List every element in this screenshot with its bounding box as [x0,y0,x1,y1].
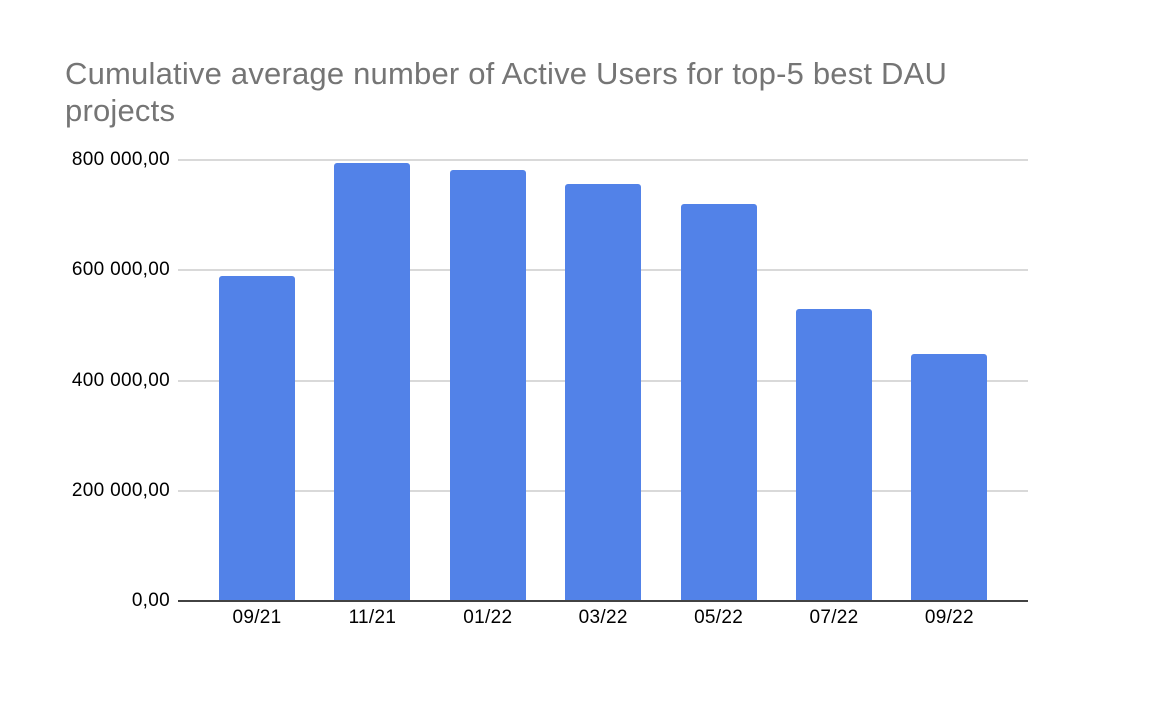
x-axis-tick-label: 03/22 [578,607,628,628]
chart-title: Cumulative average number of Active User… [65,56,948,128]
bar-03/22 [565,183,642,601]
y-axis-tick-label: 200 000,00 [71,479,170,501]
bar-07/22 [796,309,872,601]
y-axis-tick-label: 400 000,00 [71,369,170,391]
x-axis-tick-label: 09/21 [232,607,282,628]
x-axis-tick-label: 05/22 [694,607,744,628]
y-axis-tick-label: 800 000,00 [71,149,170,170]
plot-area [178,159,1028,602]
x-axis-tick-label: 07/22 [809,607,859,628]
gridline [178,159,1028,161]
x-axis-tick-label: 09/22 [924,607,974,628]
bar-01/22 [449,169,526,601]
bar-05/22 [680,204,757,601]
x-axis-tick-label: 11/21 [348,607,397,628]
bar-09/21 [219,275,295,601]
bar-09/22 [911,353,988,601]
x-axis-tick-label: 01/22 [463,607,513,628]
x-axis-line [178,600,1028,602]
bar-11/21 [334,162,411,601]
y-axis-tick-label: 600 000,00 [71,259,170,281]
y-axis-tick-label: 0,00 [131,590,170,611]
